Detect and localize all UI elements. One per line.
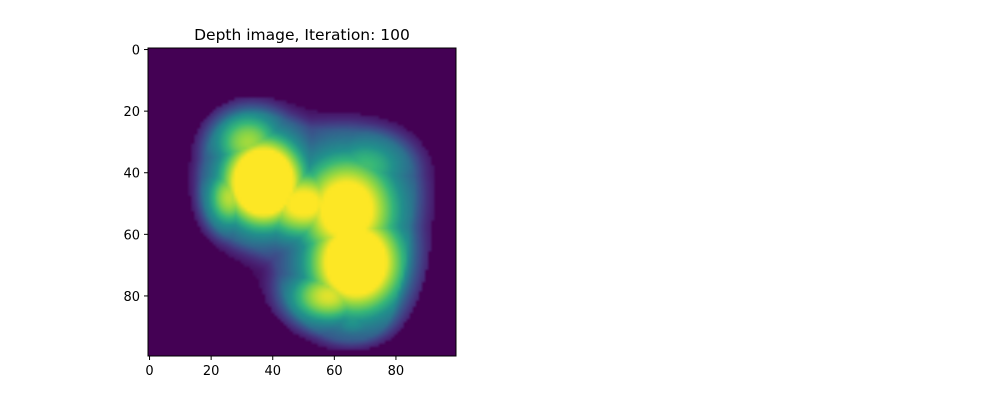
depth-heatmap	[148, 48, 456, 356]
chart-title: Depth image, Iteration: 100	[194, 26, 410, 44]
y-tick-label: 60	[123, 228, 140, 243]
plot-frame	[147, 47, 457, 357]
y-tick-label: 40	[123, 167, 140, 182]
x-axis: 0 20 40 60 80	[145, 356, 404, 379]
x-tick-label: 80	[388, 364, 405, 379]
x-tick-label: 20	[203, 364, 220, 379]
y-axis: 0 20 40 60 80	[123, 44, 148, 305]
y-tick-label: 80	[123, 290, 140, 305]
x-tick-label: 60	[326, 364, 343, 379]
x-tick-label: 0	[145, 364, 153, 379]
x-tick-label: 40	[264, 364, 281, 379]
y-tick-label: 20	[123, 105, 140, 120]
y-tick-label: 0	[132, 44, 140, 59]
